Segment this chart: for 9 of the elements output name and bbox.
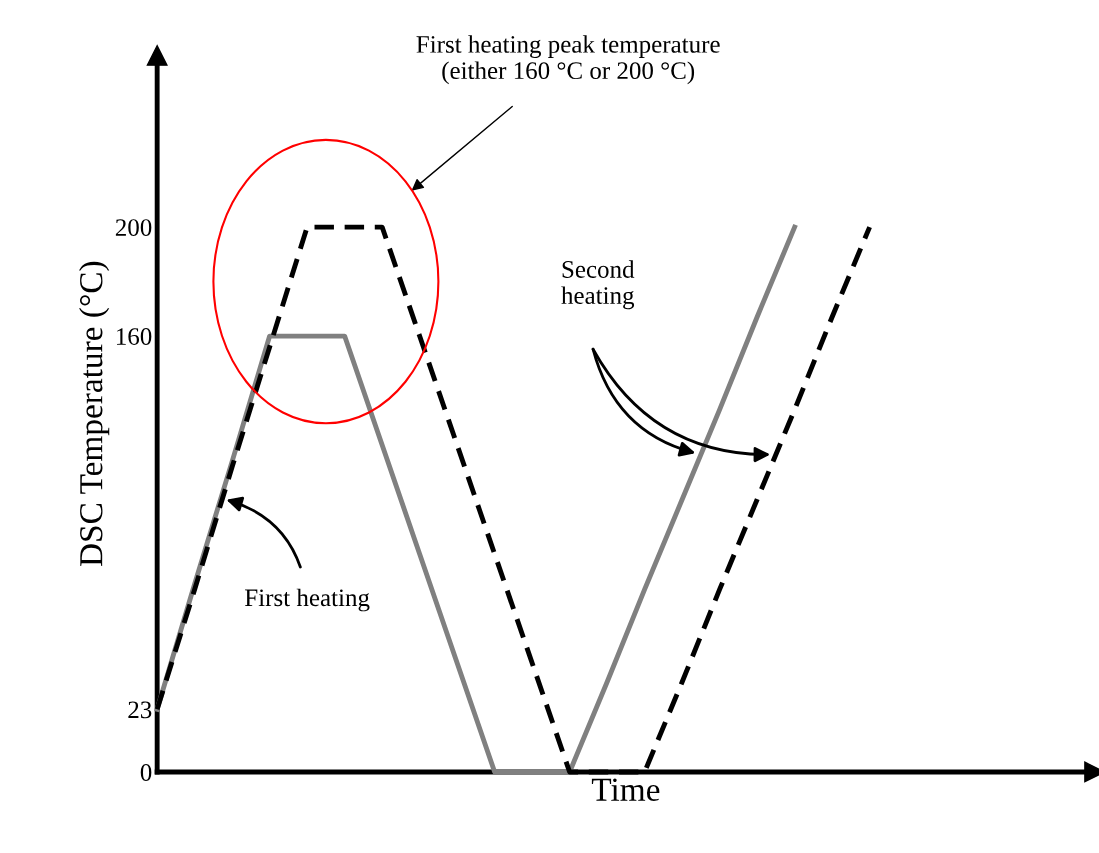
x-axis-title: Time: [591, 778, 660, 801]
annotation: First heating: [245, 588, 370, 612]
annotation: Second heating: [561, 260, 635, 310]
y-tick-label: 23: [128, 701, 152, 719]
annotation: First heating peak temperature (either 160 °C or 200 °C): [416, 35, 720, 85]
y-tick-label: 0: [140, 764, 152, 781]
y-tick-label: 200: [115, 219, 152, 236]
y-tick-label: 160: [117, 328, 152, 345]
y-axis-title: DSC Temperature (°C): [79, 261, 110, 567]
